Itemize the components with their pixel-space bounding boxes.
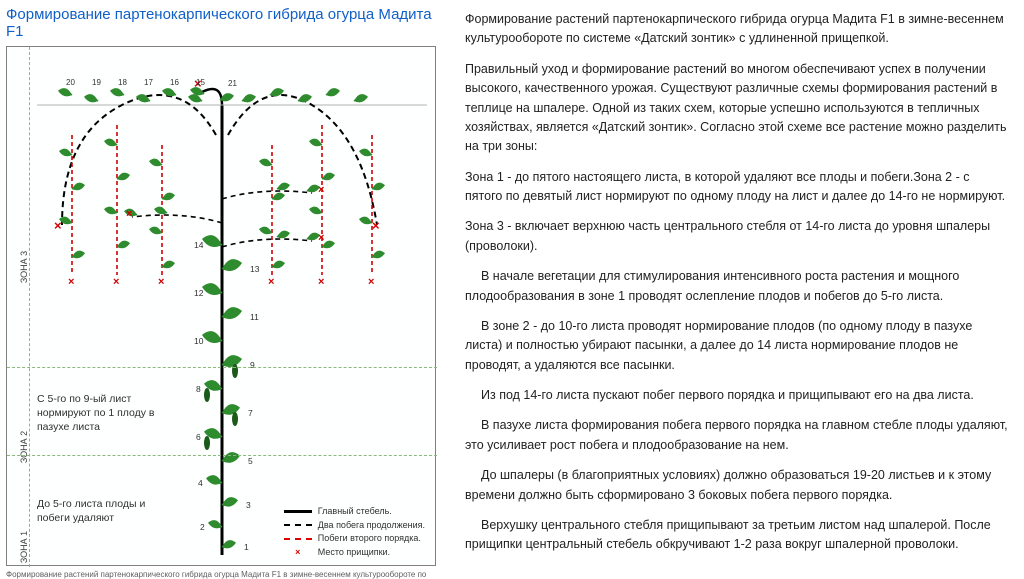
zone-label-2: ЗОНА 2 [19,431,29,463]
svg-text:×: × [113,276,119,288]
legend-pinch: Место прищипки. [318,546,390,560]
svg-text:9: 9 [250,360,255,370]
para-3: Зона 1 - до пятого настоящего листа, в к… [465,168,1008,207]
plant-diagram: ×××××××××1234567891011121314151617181920… [7,47,437,567]
para-1: Формирование растений партенокарпическог… [465,10,1008,49]
zone-label-3: ЗОНА 3 [19,251,29,283]
svg-text:×: × [68,276,74,288]
svg-text:3: 3 [246,500,251,510]
svg-text:16: 16 [170,78,179,87]
svg-text:×: × [318,232,324,244]
legend-main: Главный стебель. [318,505,392,519]
svg-text:6: 6 [196,432,201,442]
legend: Главный стебель. Два побега продолжения.… [284,505,425,559]
zone-text-1: До 5-го листа плоды и побеги удаляют [37,497,177,525]
zone-divider-1 [7,455,437,456]
svg-text:15: 15 [196,78,205,87]
zone-text-2: С 5-го по 9-ый лист нормируют по 1 плоду… [37,392,177,435]
para-9: До шпалеры (в благоприятных условиях) до… [465,466,1008,505]
diagram-caption: Формирование растений партенокарпическог… [6,570,437,579]
svg-text:20: 20 [66,78,75,87]
svg-text:18: 18 [118,78,127,87]
svg-text:4: 4 [198,478,203,488]
right-panel: Формирование растений партенокарпическог… [445,0,1024,576]
svg-text:17: 17 [144,78,153,87]
svg-text:×: × [54,218,62,233]
diagram-box: ×××××××××1234567891011121314151617181920… [6,46,436,566]
svg-text:8: 8 [196,384,201,394]
para-5: В начале вегетации для стимулирования ин… [465,267,1008,306]
svg-text:7: 7 [248,408,253,418]
zone-label-1: ЗОНА 1 [19,531,29,563]
svg-text:2: 2 [200,522,205,532]
para-6: В зоне 2 - до 10-го листа проводят норми… [465,317,1008,375]
para-2: Правильный уход и формирование растений … [465,60,1008,157]
svg-text:14: 14 [194,240,204,250]
svg-text:21: 21 [228,79,237,88]
svg-text:5: 5 [248,456,253,466]
para-4: Зона 3 - включает верхнюю часть централь… [465,217,1008,256]
para-8: В пазухе листа формирования побега перво… [465,416,1008,455]
svg-text:×: × [268,276,274,288]
para-7: Из под 14-го листа пускают побег первого… [465,386,1008,405]
svg-text:×: × [126,208,132,220]
svg-text:10: 10 [194,336,204,346]
svg-text:×: × [368,276,374,288]
diagram-title: Формирование партенокарпического гибрида… [6,6,437,40]
svg-text:×: × [158,276,164,288]
svg-text:×: × [318,276,324,288]
svg-text:19: 19 [92,78,101,87]
para-10: Верхушку центрального стебля прищипывают… [465,516,1008,555]
zone-divider-2 [7,367,437,368]
svg-text:12: 12 [194,288,204,298]
svg-text:×: × [372,218,380,233]
left-panel: Формирование партенокарпического гибрида… [0,0,445,576]
legend-second-order: Побеги второго порядка. [318,532,421,546]
zone-vertical-line [29,47,30,567]
svg-text:11: 11 [250,312,259,322]
svg-text:×: × [318,184,324,196]
svg-text:13: 13 [250,264,260,274]
svg-text:1: 1 [244,542,249,552]
legend-continuation: Два побега продолжения. [318,519,425,533]
